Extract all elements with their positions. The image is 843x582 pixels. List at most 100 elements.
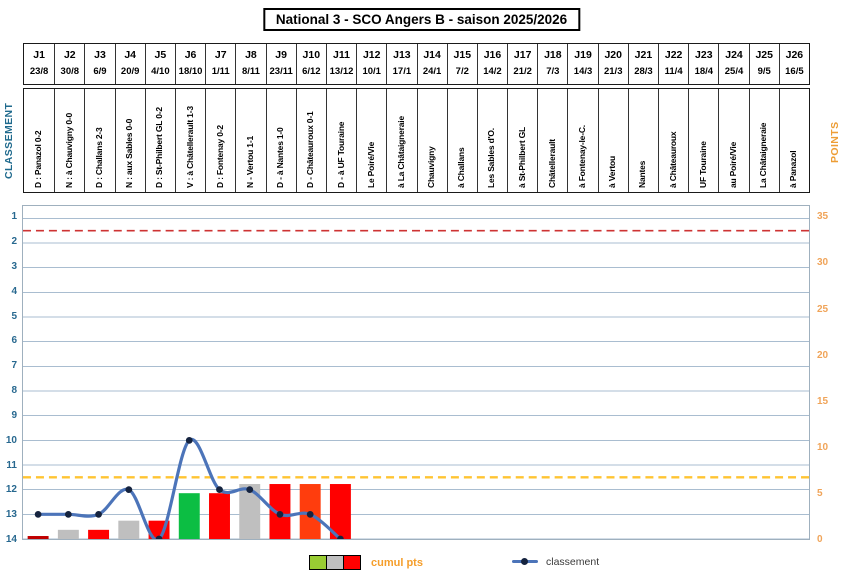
matchday-cell: J16 14/2 [476,44,507,84]
classement-marker [276,510,284,518]
matchday-label: J12 [362,49,381,61]
match-result-label: D - Châteauroux 0-1 [305,111,316,189]
matchday-date: 18/10 [178,66,203,77]
matchday-label: J20 [604,49,622,61]
matchday-date: 14/2 [483,66,502,77]
match-result-cell: D - à UF Touraine [325,89,356,192]
match-result-cell: D : Panazol 0-2 [24,89,54,192]
legend-swatch-draw [326,555,344,570]
matchday-date: 7/2 [455,66,469,77]
classement-tick: 2 [11,236,17,248]
matchday-cell: J4 20/9 [114,44,145,84]
legend-line-marker-icon [512,555,538,568]
match-result-cell: D - Châteauroux 0-1 [295,89,326,192]
classement-tick: 1 [11,211,17,223]
matchday-header-table: J1 23/8 J2 30/8 J3 6/9 J4 20/9 J5 4/10 J6 18/10 J7 1/… [23,43,810,85]
matchday-cell: J21 28/3 [627,44,658,84]
matchday-cell: J22 11/4 [658,44,688,84]
match-result-label: D : Fontenay 0-2 [214,125,225,188]
match-result-label: à Châteauroux [667,131,678,188]
matchday-date: 9/5 [757,66,771,77]
match-result-label: D - à Nantes 1-0 [275,127,286,188]
match-result-cell: à Fontenay-le-C. [567,89,597,192]
matchday-date: 13/12 [329,66,354,77]
matchday-label: J16 [483,49,502,61]
matchday-label: J26 [785,49,804,61]
match-result-label: à Challans [456,147,467,188]
classement-marker [155,535,163,539]
points-axis-title: POINTS [829,121,841,164]
points-tick: 15 [817,395,829,407]
classement-marker [216,486,223,494]
matchday-date: 11/4 [664,66,683,77]
matchday-cell: J6 18/10 [174,44,205,84]
classement-marker [337,535,344,539]
matchday-label: J10 [302,49,321,61]
matchday-cell: J14 24/1 [416,44,447,84]
chart-svg [23,217,809,539]
matchday-cell: J23 18/4 [688,44,718,84]
classement-marker [185,436,193,444]
match-result-cell: D : Fontenay 0-2 [205,89,235,192]
cumul-pts-bar [27,536,49,539]
matchday-cell: J13 17/1 [386,44,416,84]
match-result-cell: Le Poiré/Vie [356,89,386,192]
match-result-label: à Fontenay-le-C. [577,125,588,188]
match-result-label: La Châtaigneraie [758,122,769,188]
match-result-cell: à Panazol [778,89,809,192]
plot-area [22,205,810,540]
match-result-cell: D : St-Philbert GL 0-2 [144,89,175,192]
match-result-cell: D : Challans 2-3 [84,89,114,192]
matchday-date: 10/1 [362,66,381,77]
legend-cumul-pts: cumul pts [309,555,423,570]
points-tick: 5 [817,487,823,499]
match-result-cell: à St-Philbert GL [507,89,537,192]
match-result-cell: à Châteauroux [658,89,688,192]
matchday-date: 8/11 [241,66,260,77]
legend-classement-label: classement [546,555,600,568]
match-result-label: à St-Philbert GL [516,126,527,188]
classement-axis-title: CLASSEMENT [3,102,15,179]
match-result-label: Le Poiré/Vie [365,141,376,188]
matchday-cell: J9 23/11 [265,44,296,84]
classement-tick: 9 [11,409,17,421]
classement-marker [246,486,254,494]
matchday-cell: J2 30/8 [54,44,84,84]
match-result-label: Nantes [637,160,648,188]
match-result-cell: Les Sables d'O. [476,89,507,192]
legend-classement: classement [512,555,599,568]
matchday-label: J1 [33,49,45,61]
match-result-label: D : Panazol 0-2 [33,130,44,188]
points-tick: 20 [817,349,829,361]
matchday-date: 18/4 [694,66,714,77]
matchday-date: 16/5 [785,66,804,77]
match-result-cell: La Châtaigneraie [748,89,779,192]
match-result-label: Chauvigny [426,146,437,188]
matchday-date: 6/9 [93,66,107,77]
matchday-date: 20/9 [120,66,140,77]
match-result-cell: Nantes [627,89,658,192]
match-result-cell: D - à Nantes 1-0 [265,89,296,192]
points-tick: 0 [817,534,823,545]
matchday-cell: J8 8/11 [235,44,265,84]
match-result-cell: Châtellerault [537,89,567,192]
matchday-date: 25/4 [724,66,744,77]
cumul-pts-bar [329,484,351,539]
classement-tick: 10 [5,434,17,446]
legend-cumul-pts-label: cumul pts [371,556,423,569]
classement-tick: 8 [11,385,17,397]
match-result-label: V : à Châtellerault 1-3 [184,106,195,188]
matchday-cell: J20 21/3 [597,44,628,84]
match-result-cell: au Poiré/Vie [718,89,748,192]
match-result-label: Châtellerault [546,139,557,188]
match-result-label: D : Challans 2-3 [93,127,104,188]
points-tick: 10 [817,441,829,453]
classement-marker [34,510,42,518]
cumul-pts-bar [239,484,261,539]
matchday-cell: J11 13/12 [325,44,356,84]
matchday-label: J4 [124,49,136,61]
classement-tick: 6 [11,335,17,347]
match-result-cell: à Challans [446,89,477,192]
matchday-date: 7/3 [546,66,560,77]
classement-tick: 11 [6,459,17,471]
